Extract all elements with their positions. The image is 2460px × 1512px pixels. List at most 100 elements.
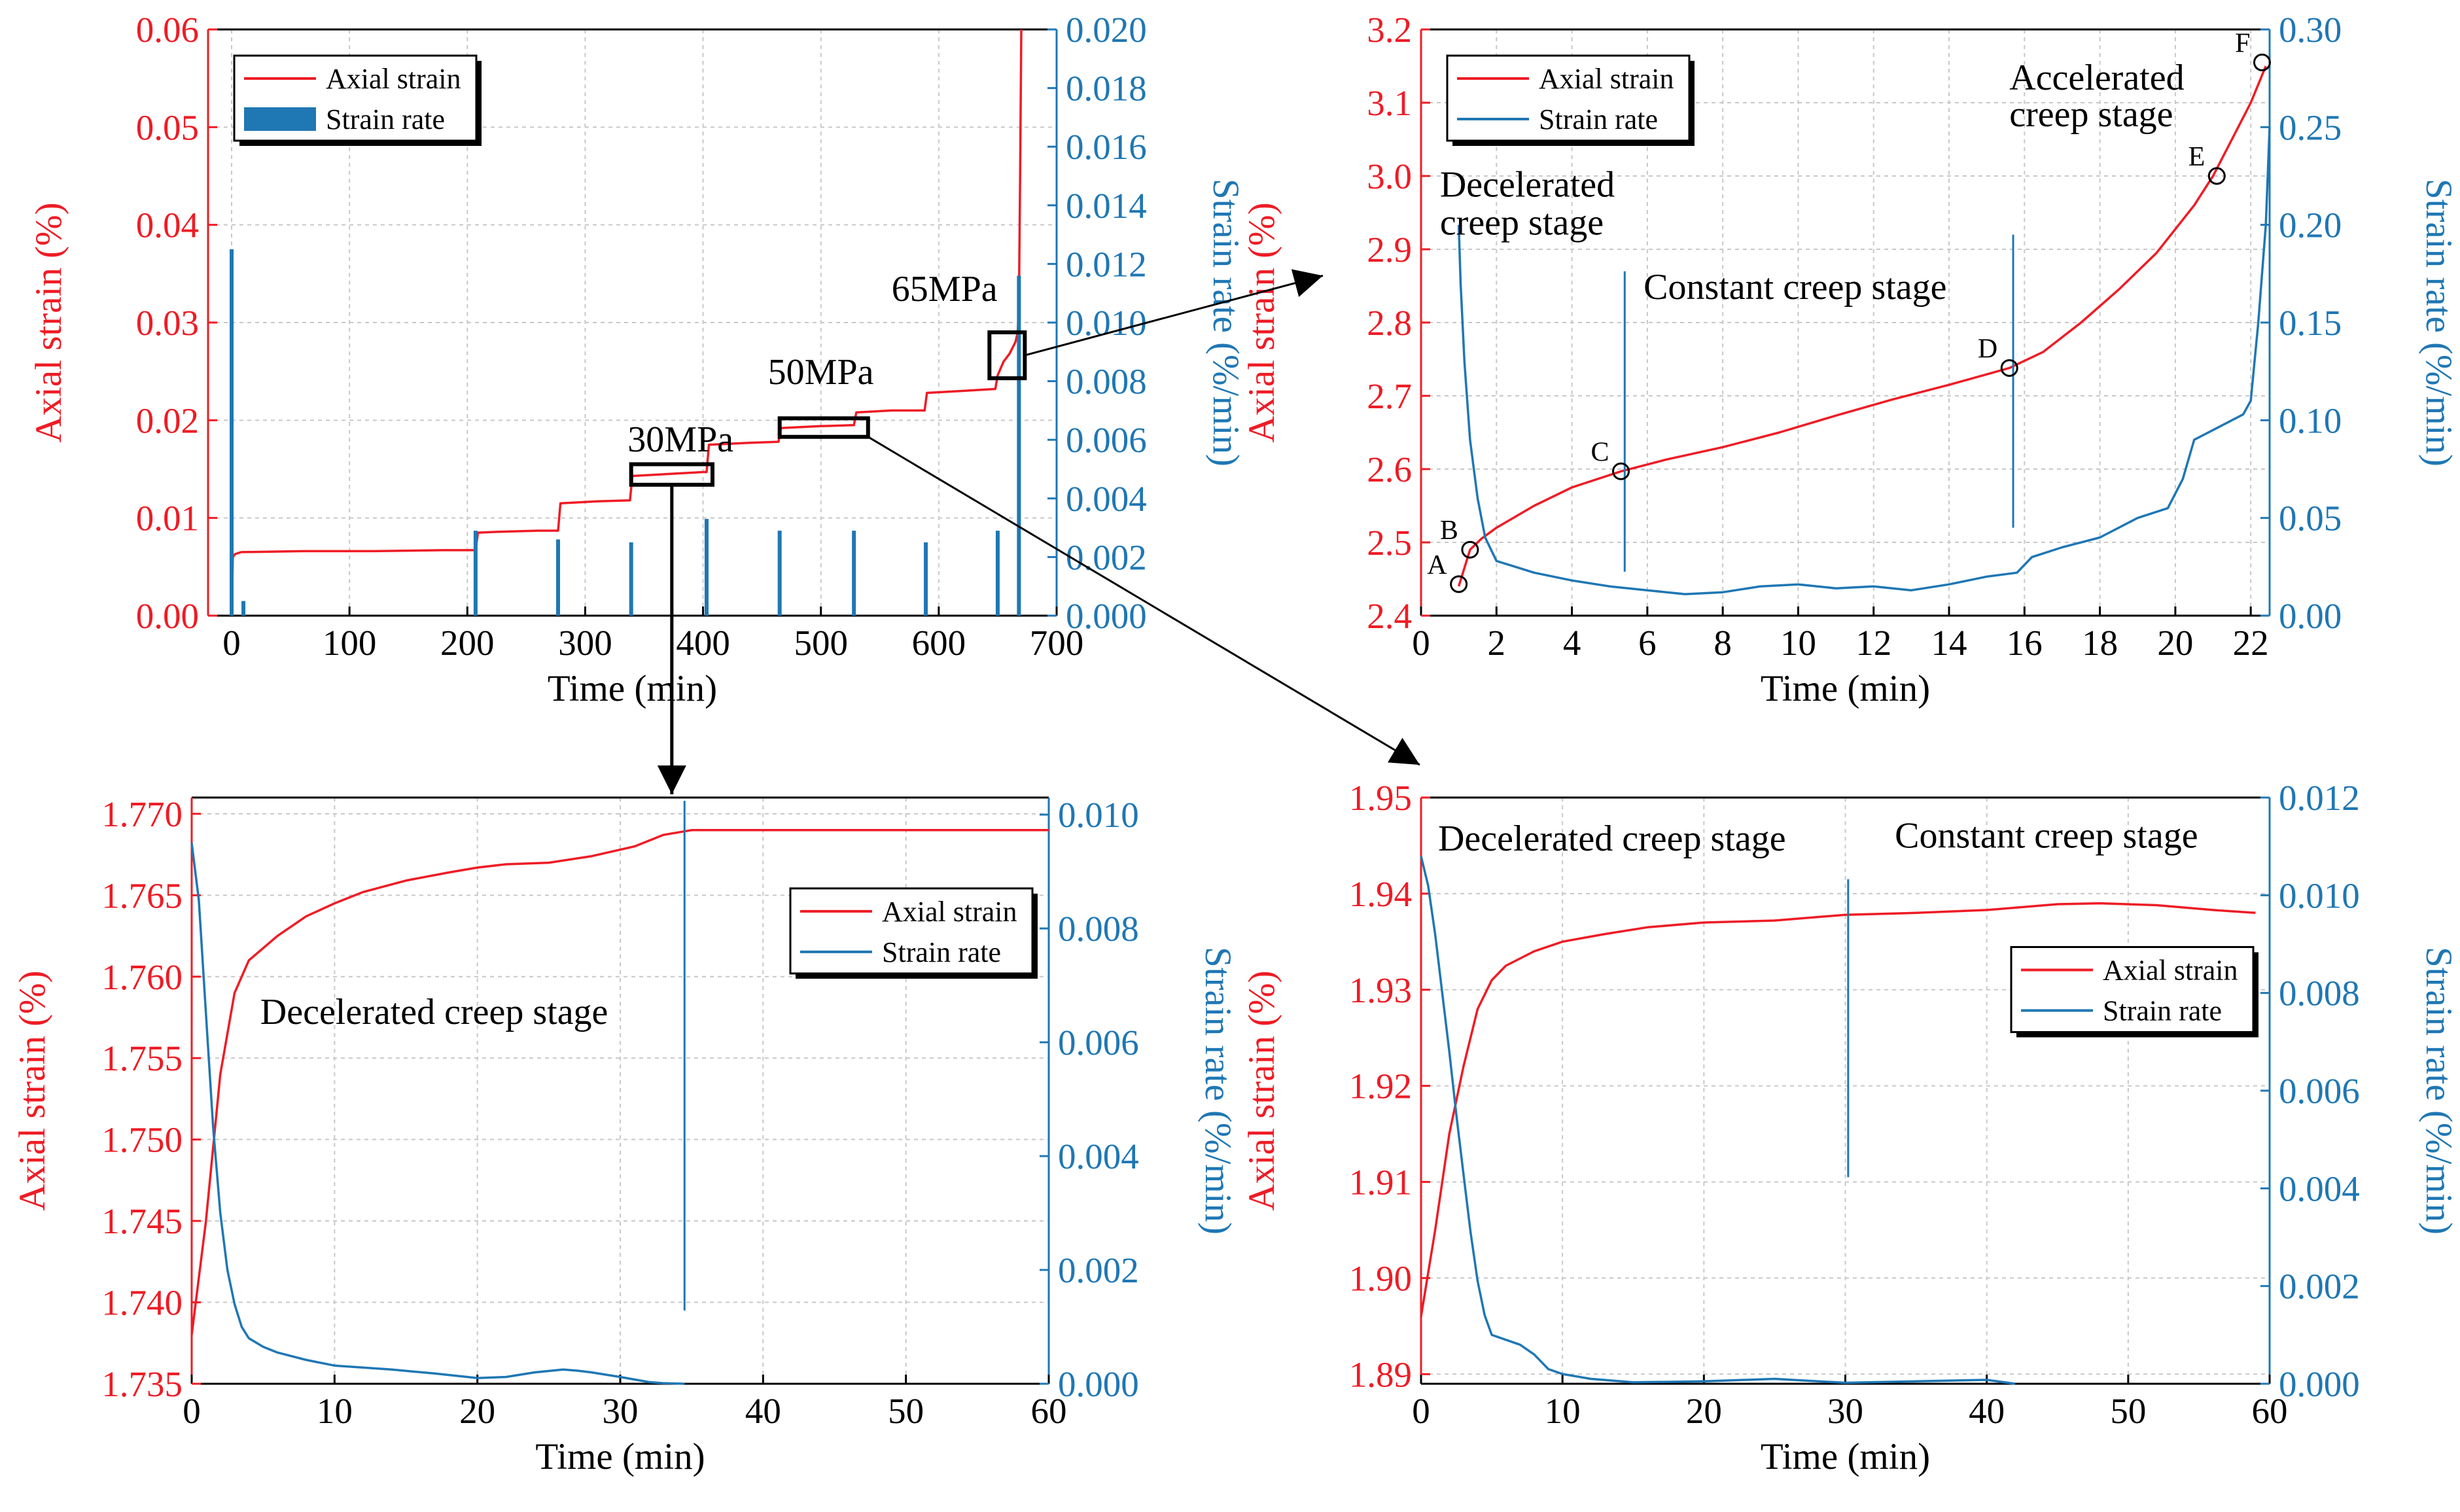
- stage-annotation: Decelerated: [1440, 164, 1615, 205]
- x-tick-label: 16: [2007, 623, 2043, 663]
- x-tick-label: 40: [1969, 1391, 2005, 1431]
- x-axis-title: Time (min): [1761, 668, 1930, 709]
- x-tick-label: 400: [676, 623, 730, 663]
- stage-annotation: creep stage: [1440, 203, 1604, 243]
- x-tick-label: 10: [317, 1391, 353, 1431]
- stage-annotation: 30MPa: [627, 419, 733, 460]
- point-marker-e: [2207, 167, 2226, 185]
- y-right-tick-label: 0.05: [2279, 499, 2342, 538]
- y-right-tick-label: 0.002: [2279, 1267, 2360, 1307]
- y-left-tick-label: 1.94: [1349, 874, 1412, 914]
- x-tick-label: 60: [1031, 1391, 1067, 1431]
- y-left-tick-label: 2.7: [1367, 376, 1412, 416]
- x-tick-label: 0: [222, 623, 241, 663]
- y-left-tick-label: 0.05: [136, 107, 199, 147]
- y-right-tick-label: 0.008: [2279, 974, 2360, 1013]
- axial-strain-line: [230, 29, 1023, 616]
- point-label-b: B: [1440, 516, 1458, 546]
- y-left-tick-label: 1.740: [101, 1283, 183, 1323]
- stage-annotation: 65MPa: [892, 269, 998, 309]
- y-right-axis-title: Strain rate (%/min): [2418, 179, 2459, 466]
- legend-entry-label: Strain rate: [2103, 994, 2222, 1027]
- point-marker-d: [2000, 359, 2018, 377]
- strain-rate-line: [1420, 856, 2016, 1385]
- legend: Axial strain Strain rate: [2010, 945, 2258, 1038]
- y-left-tick-label: 3.2: [1367, 10, 1412, 50]
- x-tick-label: 0: [183, 1391, 201, 1431]
- stage-annotation: Decelerated creep stage: [1438, 818, 1786, 859]
- chart-panel-2: 0 2 4 6 8 10 12 14 16 18 20 22 Time (min) 2.4 2.5 2.6 2.…: [1241, 10, 2459, 709]
- y-right-tick-label: 0.25: [2279, 107, 2342, 147]
- point-label-e: E: [2188, 142, 2205, 172]
- y-left-tick-label: 1.90: [1349, 1258, 1412, 1298]
- y-right-tick-label: 0.010: [1058, 795, 1139, 835]
- y-left-tick-label: 1.745: [101, 1201, 183, 1241]
- y-right-tick-label: 0.008: [1058, 909, 1139, 949]
- zoom-arrow-65mpa: [1024, 269, 1324, 357]
- legend-box: [789, 887, 1034, 975]
- legend-entry-label: Strain rate: [882, 936, 1001, 968]
- legend: Axial strain Strain rate: [233, 54, 482, 146]
- y-left-tick-label: 0.03: [136, 303, 199, 343]
- y-left-tick-label: 1.760: [101, 957, 183, 997]
- x-tick-label: 50: [888, 1391, 924, 1431]
- y-left-axis-title: Axial strain (%): [1241, 202, 1282, 442]
- y-left-axis-title: Axial strain (%): [28, 202, 69, 442]
- y-right-tick-label: 0.010: [2279, 875, 2360, 915]
- legend-box: [2010, 945, 2255, 1033]
- chart-panel-1: 0 100 200 300 400 500 600 700 Time (min) 0.00 0.01…: [28, 10, 1246, 709]
- x-tick-label: 40: [745, 1391, 781, 1431]
- y-left-tick-label: 3.0: [1367, 156, 1412, 196]
- y-right-tick-label: 0.014: [1066, 186, 1147, 226]
- x-tick-label: 12: [1855, 623, 1891, 663]
- y-right-tick-label: 0.016: [1066, 127, 1147, 167]
- y-right-tick-label: 0.004: [2279, 1169, 2360, 1208]
- legend-entry-label: Strain rate: [1539, 103, 1658, 135]
- y-left-tick-label: 1.770: [101, 794, 183, 834]
- y-right-tick-label: 0.000: [2279, 1364, 2360, 1404]
- y-right-tick-label: 0.012: [2279, 778, 2360, 818]
- y-left-tick-label: 1.95: [1349, 778, 1412, 818]
- y-left-tick-label: 2.9: [1367, 230, 1412, 270]
- x-tick-label: 6: [1638, 623, 1657, 663]
- x-tick-label: 14: [1931, 623, 1967, 663]
- grid: [1421, 798, 2270, 1384]
- y-right-tick-label: 0.00: [2279, 596, 2342, 636]
- x-tick-label: 10: [1545, 1391, 1581, 1431]
- y-left-axis-title: Axial strain (%): [1241, 970, 1282, 1210]
- y-left-tick-label: 3.1: [1367, 83, 1412, 123]
- x-tick-label: 18: [2082, 623, 2118, 663]
- x-tick-label: 8: [1713, 623, 1732, 663]
- x-tick-label: 500: [794, 623, 848, 663]
- y-right-tick-label: 0.002: [1066, 537, 1147, 577]
- y-right-tick-label: 0.10: [2279, 400, 2342, 440]
- x-tick-label: 4: [1563, 623, 1581, 663]
- x-tick-label: 20: [1686, 1391, 1722, 1431]
- x-tick-label: 300: [558, 623, 612, 663]
- y-right-tick-label: 0.004: [1058, 1136, 1139, 1176]
- y-right-tick-label: 0.006: [1058, 1023, 1139, 1063]
- stage-annotation: Constant creep stage: [1895, 815, 2198, 856]
- legend-entry-label: Axial strain: [1539, 63, 1674, 95]
- zoom-box-3: [987, 330, 1027, 381]
- legend-entry-label: Axial strain: [2103, 954, 2238, 986]
- y-left-tick-label: 0.00: [136, 596, 199, 636]
- point-label-d: D: [1978, 334, 1997, 364]
- legend: Axial strain Strain rate: [1446, 54, 1695, 146]
- y-left-tick-label: 1.755: [101, 1038, 183, 1078]
- y-left-tick-label: 0.01: [136, 499, 199, 538]
- y-right-tick-label: 0.018: [1066, 69, 1147, 109]
- y-right-tick-label: 0.008: [1066, 362, 1147, 402]
- grid: [192, 798, 1049, 1384]
- x-tick-label: 50: [2110, 1391, 2146, 1431]
- point-marker-a: [1450, 575, 1468, 593]
- chart-panel-3: 0 10 20 30 40 50 60 Time (min) 1.735 1.740 1.745 1.…: [12, 794, 1239, 1477]
- y-left-tick-label: 1.750: [101, 1120, 183, 1160]
- x-axis-title: Time (min): [535, 1436, 705, 1477]
- x-tick-label: 30: [603, 1391, 639, 1431]
- x-tick-label: 200: [440, 623, 495, 663]
- y-right-tick-label: 0.006: [1066, 420, 1147, 460]
- y-left-tick-label: 1.91: [1349, 1163, 1412, 1203]
- y-right-tick-label: 0.012: [1066, 244, 1147, 284]
- y-right-tick-label: 0.004: [1066, 479, 1147, 519]
